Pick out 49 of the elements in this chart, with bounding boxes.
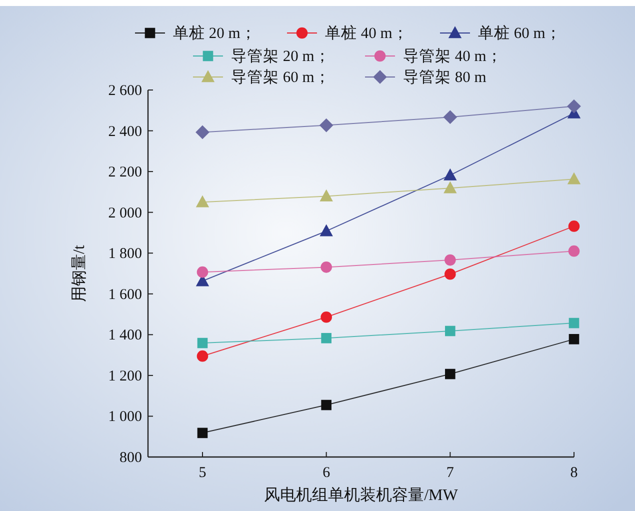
point <box>320 311 332 323</box>
legend-label: 单桩 20 m； <box>173 24 256 42</box>
point <box>196 196 209 208</box>
y-tick-label: 1 000 <box>108 409 142 426</box>
point <box>444 268 456 280</box>
y-tick-label: 2 400 <box>108 124 142 140</box>
x-tick-label: 8 <box>570 465 578 481</box>
legend-label: 导管架 80 m <box>403 68 486 86</box>
point <box>444 169 456 180</box>
point <box>445 326 456 336</box>
y-tick-label: 1 400 <box>108 328 142 344</box>
point <box>320 118 333 132</box>
y-tick-label: 1 200 <box>108 368 142 384</box>
point <box>197 428 208 438</box>
point <box>321 400 332 410</box>
point <box>568 220 580 232</box>
point <box>196 266 208 278</box>
y-tick-label: 2 200 <box>108 164 142 181</box>
point <box>196 126 210 139</box>
point <box>568 172 580 184</box>
legend-label: 单桩 40 m； <box>325 24 408 42</box>
point <box>444 254 456 266</box>
y-tick-label: 1 600 <box>108 286 142 303</box>
y-tick-label: 800 <box>120 450 142 466</box>
point <box>196 350 208 362</box>
point <box>321 332 332 344</box>
x-tick-label: 7 <box>446 465 454 481</box>
legend-label: 导管架 40 m； <box>403 47 502 65</box>
y-tick-label: 2 000 <box>108 205 142 222</box>
legend-label: 单桩 60 m； <box>478 24 562 42</box>
legend-label: 导管架 20 m； <box>231 47 330 65</box>
x-tick-label: 6 <box>322 465 331 481</box>
point <box>444 110 457 124</box>
point <box>320 262 332 273</box>
y-tick-label: 1 800 <box>108 246 142 262</box>
point <box>568 245 580 257</box>
y-axis-title: 用钢量/t <box>71 244 88 302</box>
point <box>320 224 332 236</box>
point <box>568 334 580 344</box>
point <box>445 368 456 380</box>
x-axis-title: 风电机组单机装机容量/MW <box>264 486 459 504</box>
point <box>568 318 580 328</box>
point <box>197 338 208 348</box>
point <box>567 100 581 113</box>
y-tick-label: 2 600 <box>108 83 142 99</box>
x-tick-label: 5 <box>198 465 206 481</box>
point <box>444 182 456 194</box>
point <box>320 190 332 202</box>
legend-label: 导管架 60 m； <box>231 68 330 86</box>
